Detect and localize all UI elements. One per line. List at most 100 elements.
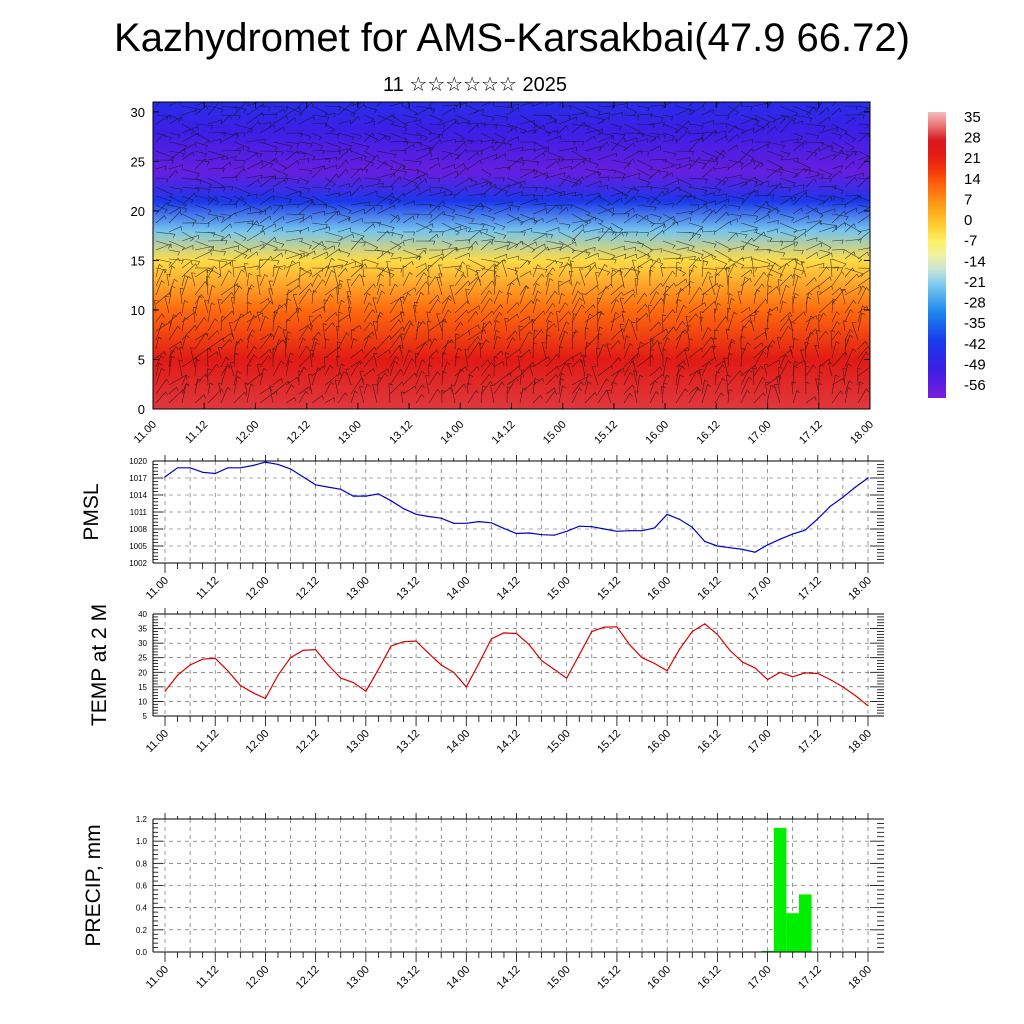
wind-barb	[857, 267, 870, 269]
wind-barb	[155, 336, 163, 350]
wind-barb	[636, 339, 654, 350]
wind-barb	[701, 120, 714, 125]
wind-barb	[194, 123, 214, 130]
wind-barb	[727, 125, 738, 134]
wind-barb	[259, 175, 277, 180]
wind-barb	[662, 282, 677, 296]
wind-barb	[181, 234, 199, 242]
wind-barb	[506, 126, 517, 134]
wind-barb	[220, 310, 235, 323]
wind-barb	[857, 207, 870, 215]
wind-barb	[298, 186, 311, 193]
wind-barb	[246, 152, 259, 161]
data-point	[716, 545, 719, 547]
x-tick-label: 18.00	[846, 964, 874, 992]
wind-barb	[493, 153, 506, 161]
wind-barb	[597, 263, 608, 278]
wind-barb	[649, 248, 663, 253]
wind-barb	[610, 340, 621, 350]
wind-barb	[792, 228, 807, 234]
wind-barb	[636, 341, 644, 359]
wind-barb	[779, 311, 792, 323]
wind-barb	[818, 266, 839, 271]
wind-barb	[324, 156, 338, 162]
wind-barb	[168, 341, 182, 350]
data-point	[654, 662, 656, 665]
wind-barb	[311, 114, 330, 121]
wind-barb	[363, 346, 377, 359]
data-point	[465, 522, 467, 524]
wind-barb	[649, 169, 661, 179]
wind-barb	[519, 331, 533, 350]
wind-barb	[623, 105, 638, 116]
wind-barb	[571, 160, 585, 170]
wind-barb	[545, 158, 561, 163]
wind-barb	[857, 345, 870, 359]
data-point	[315, 649, 317, 651]
wind-barb	[701, 292, 708, 305]
wind-barb	[285, 249, 303, 259]
wind-barb	[220, 212, 237, 224]
wind-barb	[792, 215, 810, 224]
wind-barb	[519, 241, 537, 251]
wind-barb	[857, 108, 869, 116]
wind-barb	[194, 204, 212, 214]
wind-barb	[584, 213, 604, 225]
wind-barb	[623, 371, 634, 386]
wind-barb	[675, 278, 688, 287]
wind-barb	[337, 233, 354, 242]
wind-barb	[816, 330, 821, 350]
wind-barb	[766, 306, 779, 314]
wind-barb	[701, 230, 716, 235]
wind-barb	[467, 382, 472, 395]
wind-barb	[428, 256, 444, 269]
data-point	[578, 654, 580, 656]
wind-barb	[505, 352, 510, 368]
wind-barb	[350, 167, 364, 179]
wind-barb	[649, 145, 662, 152]
wind-barb	[350, 240, 366, 247]
wind-barb	[311, 306, 325, 314]
wind-barb	[636, 204, 657, 212]
wind-barb	[818, 141, 835, 152]
wind-barb	[558, 263, 572, 269]
wind-barb	[753, 350, 766, 368]
wind-barb	[740, 319, 752, 332]
wind-barb	[350, 231, 365, 240]
wind-barb	[842, 368, 847, 386]
wind-barb	[857, 312, 866, 332]
wind-barb	[584, 381, 592, 395]
wind-barb	[740, 237, 755, 251]
data-point	[302, 476, 304, 478]
wind-barb	[181, 357, 198, 368]
wind-barb	[311, 395, 324, 404]
wind-barb	[259, 105, 271, 112]
wind-barb	[818, 266, 830, 278]
wind-barb	[220, 105, 238, 112]
wind-barb	[168, 204, 188, 213]
x-tick-label: 14.12	[495, 575, 523, 603]
wind-barb	[415, 247, 427, 253]
wind-barb	[623, 253, 637, 260]
wind-barb	[699, 316, 704, 332]
wind-barb	[805, 277, 817, 287]
wind-barb	[246, 364, 252, 377]
wind-barb	[259, 355, 271, 368]
wind-barb	[337, 258, 349, 266]
wind-barb	[311, 165, 326, 170]
wind-barb	[619, 268, 625, 287]
wind-barb	[753, 200, 769, 215]
wind-barb	[597, 343, 607, 359]
data-point	[553, 668, 555, 671]
wind-barb	[740, 127, 754, 134]
wind-barb	[727, 204, 741, 211]
wind-barb	[558, 385, 567, 404]
wind-barb	[350, 377, 365, 395]
wind-barb	[415, 370, 425, 386]
wind-barb	[194, 281, 208, 296]
wind-barb	[779, 317, 792, 332]
wind-barb	[311, 157, 331, 163]
wind-barb	[467, 374, 474, 386]
wind-barb	[623, 213, 638, 224]
wind-barb	[558, 191, 577, 197]
